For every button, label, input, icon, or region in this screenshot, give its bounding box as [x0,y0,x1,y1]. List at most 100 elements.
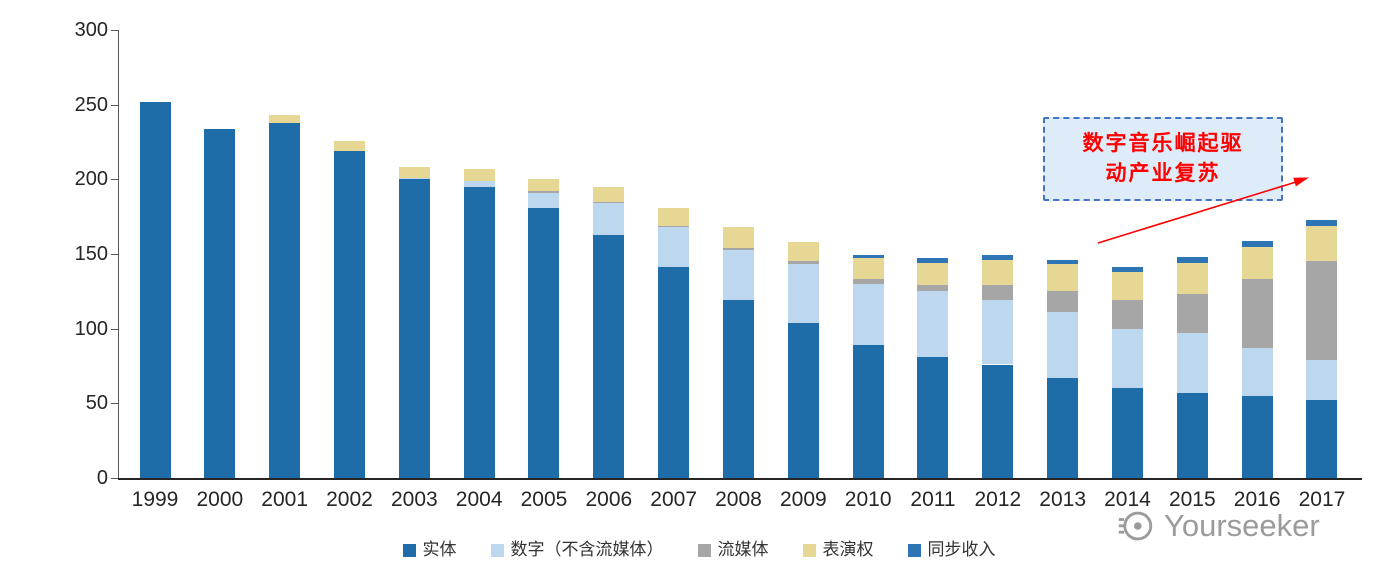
bar-segment-2013-series0 [1047,377,1079,478]
legend-label: 表演权 [822,540,874,559]
bar-2014 [1111,0,1143,478]
bar-segment-2016-series3 [1241,246,1273,280]
y-tick-mark [111,254,118,255]
legend-swatch-icon [490,543,504,557]
bar-segment-2015-series1 [1176,333,1208,393]
legend-label: 同步收入 [927,540,996,559]
y-tick-label: 150 [74,243,108,265]
x-tick-label-2013: 2013 [1039,488,1087,511]
x-tick-label-2009: 2009 [779,488,827,511]
y-tick-label: 100 [74,317,108,340]
bar-segment-2004-series0 [463,186,495,478]
bar-2016 [1241,0,1273,478]
x-tick-label-2017: 2017 [1298,488,1346,511]
bar-2009 [787,0,819,478]
bar-2012 [982,0,1014,478]
bar-segment-2015-series3 [1176,262,1208,295]
x-tick-label-2006: 2006 [585,488,633,511]
legend-swatch-icon [402,543,416,557]
y-tick-label: 50 [85,392,108,415]
bar-segment-2011-series0 [917,357,949,478]
bar-segment-2008-series0 [722,300,754,478]
bar-segment-2012-series1 [982,300,1014,365]
y-tick-mark [111,104,118,106]
bar-segment-2016-series0 [1241,395,1273,478]
bar-segment-2017-series1 [1306,360,1338,401]
bar-segment-2008-series3 [722,227,754,249]
bar-segment-2007-series2 [658,225,690,228]
annotation-text-line1: 数字音乐崛起驱 [1082,132,1244,155]
bar-segment-2007-series3 [658,207,690,226]
x-tick-label-2003: 2003 [390,488,438,511]
bar-segment-2012-series0 [982,364,1014,478]
x-tick-label-2012: 2012 [974,488,1022,511]
bar-segment-2002-series3 [333,140,365,151]
bar-segment-2015-series0 [1176,392,1208,478]
bar-segment-2004-series3 [463,168,495,181]
bar-segment-2010-series4 [852,255,884,259]
bar-segment-2005-series3 [528,179,560,192]
bar-segment-2001-series0 [269,122,301,478]
bar-2015 [1176,0,1208,478]
y-tick-mark [111,30,118,31]
bar-segment-2006-series2 [593,201,625,204]
bar-segment-2012-series4 [982,255,1014,260]
legend-swatch-icon [697,543,711,557]
bar-segment-2002-series0 [333,150,365,478]
bar-segment-2007-series0 [658,267,690,478]
yourseeker-logo-icon [1118,511,1153,541]
bar-segment-2013-series4 [1047,259,1079,265]
bar-segment-2015-series4 [1176,256,1208,263]
watermark: Yourseeker [1118,503,1320,549]
bar-2017 [1306,0,1338,478]
annotation-box: 数字音乐崛起驱 动产业复苏 [1043,117,1283,201]
bar-2011 [917,0,949,478]
bar-segment-2007-series1 [658,227,690,268]
bar-2007 [658,0,690,478]
legend-label: 实体 [422,540,457,559]
bar-segment-2015-series2 [1176,294,1208,334]
bar-segment-2009-series1 [787,264,819,323]
bar-segment-2008-series1 [722,249,754,301]
x-tick-label-2016: 2016 [1233,488,1281,511]
legend-label: 流媒体 [717,540,769,559]
bar-2013 [1047,0,1079,478]
bar-segment-2011-series1 [917,291,949,358]
bar-segment-2001-series3 [269,115,301,123]
bar-segment-2005-series2 [528,191,560,193]
bar-segment-2017-series0 [1306,400,1338,478]
x-tick-label-2001: 2001 [261,488,309,511]
legend-item-series4: 同步收入 [907,540,996,560]
bar-segment-2006-series1 [593,203,625,235]
bar-segment-2013-series1 [1047,312,1079,378]
bar-segment-1999-series0 [139,101,171,478]
bar-2010 [852,0,884,478]
bar-segment-2010-series0 [852,345,884,478]
x-tick-label-2007: 2007 [650,488,698,511]
bar-2006 [593,0,625,478]
bar-segment-2008-series2 [722,248,754,250]
y-tick-label: 300 [74,19,108,41]
bar-segment-2017-series2 [1306,261,1338,360]
bar-segment-2003-series3 [398,167,430,178]
bar-1999 [139,0,171,478]
y-tick-label: 250 [74,93,108,116]
y-axis-line [118,30,119,478]
bar-segment-2014-series0 [1111,388,1143,478]
bar-segment-2012-series2 [982,285,1014,301]
bar-segment-2003-series0 [398,179,430,478]
bar-2002 [333,0,365,478]
bar-segment-2006-series0 [593,234,625,478]
bar-segment-2009-series2 [787,261,819,265]
bar-segment-2003-series1 [398,177,430,180]
bar-segment-2014-series3 [1111,271,1143,301]
bar-2003 [398,0,430,478]
legend-swatch-icon [802,543,816,557]
legend-swatch-icon [907,543,921,557]
x-tick-label-2004: 2004 [455,488,503,511]
legend-item-series1: 数字（不含流媒体） [490,540,664,560]
bar-segment-2005-series1 [528,192,560,208]
bar-2004 [463,0,495,478]
bar-segment-2011-series3 [917,262,949,286]
